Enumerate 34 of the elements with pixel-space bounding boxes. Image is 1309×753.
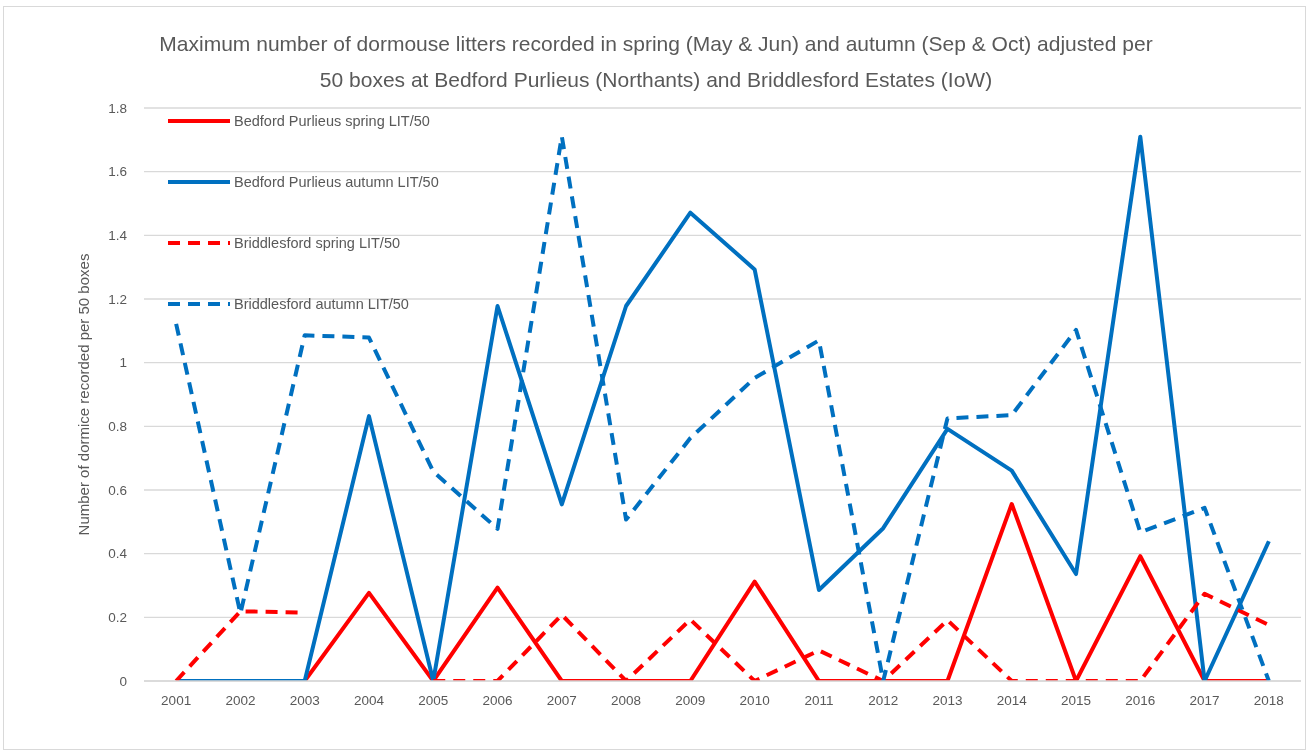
x-tick-label: 2005 <box>418 692 449 708</box>
y-tick-label: 0 <box>119 673 127 689</box>
y-tick-label: 1.4 <box>108 228 128 244</box>
legend-label: Briddlesford spring LIT/50 <box>234 234 401 251</box>
y-tick-label: 0.8 <box>108 419 127 435</box>
y-axis-title: Number of dormice recorded per 50 boxes <box>75 253 93 536</box>
x-tick-label: 2016 <box>1125 692 1156 708</box>
x-tick-label: 2018 <box>1253 692 1284 708</box>
y-tick-label: 1 <box>119 355 127 371</box>
x-tick-label: 2012 <box>868 692 899 708</box>
y-tick-label: 0.2 <box>108 610 127 626</box>
x-tick-label: 2010 <box>739 692 770 708</box>
y-tick-label: 0.6 <box>108 482 127 498</box>
y-tick-label: 0.4 <box>108 546 128 562</box>
x-tick-label: 2017 <box>1189 692 1220 708</box>
y-tick-label: 1.8 <box>108 100 127 116</box>
x-tick-label: 2014 <box>996 692 1028 708</box>
x-tick-label: 2003 <box>289 692 320 708</box>
x-tick-label: 2001 <box>161 692 192 708</box>
x-tick-label: 2006 <box>482 692 513 708</box>
x-tick-label: 2007 <box>546 692 577 708</box>
x-tick-label: 2002 <box>225 692 256 708</box>
y-tick-label: 1.2 <box>108 291 127 307</box>
x-tick-label: 2011 <box>804 692 834 708</box>
x-tick-label: 2004 <box>353 692 385 708</box>
x-tick-label: 2008 <box>611 692 642 708</box>
y-tick-label: 1.6 <box>108 164 127 180</box>
x-tick-label: 2013 <box>932 692 963 708</box>
x-tick-label: 2015 <box>1061 692 1092 708</box>
legend-label: Briddlesford autumn LIT/50 <box>234 295 409 312</box>
x-tick-label: 2009 <box>675 692 706 708</box>
chart-title: Maximum number of dormouse litters recorded in spring (May & Jun) and autumn (Sep & Oct) adjusted per 50 boxes at Bedford Purlieus (Northants) and Briddlesford Estates (IoW) <box>158 31 1154 93</box>
legend-label: Bedford Purlieus spring LIT/50 <box>234 112 430 129</box>
legend-label: Bedford Purlieus autumn LIT/50 <box>234 173 439 190</box>
